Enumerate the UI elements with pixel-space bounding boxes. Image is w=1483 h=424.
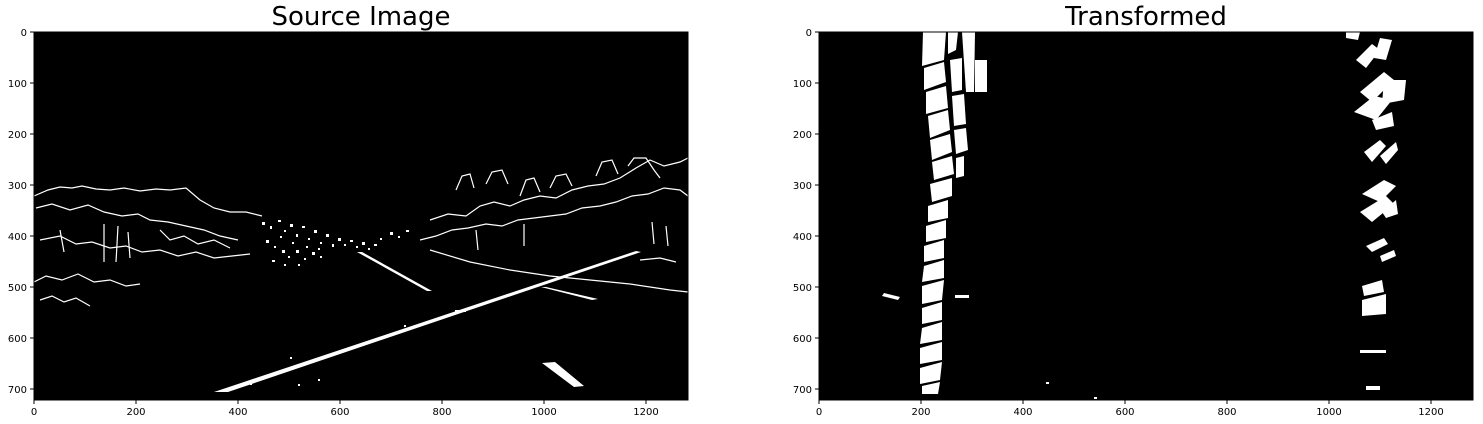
x-tick-label: 1000: [531, 407, 556, 418]
y-tick-label: 0: [21, 28, 27, 39]
x-tick-label: 800: [432, 407, 451, 418]
right-edge-line: [541, 287, 598, 300]
x-tick-label: 1000: [1316, 407, 1341, 418]
road-specks: [250, 311, 466, 386]
transformed-specks: [882, 293, 1097, 399]
transformed-y-ticks: [815, 31, 819, 390]
right-lane-dash-1: [357, 252, 432, 291]
source-axes-frame: [33, 31, 689, 401]
y-tick-label: 700: [8, 385, 27, 396]
x-tick-label: 800: [1217, 407, 1236, 418]
transformed-title: Transformed: [1065, 2, 1227, 32]
x-tick-label: 0: [816, 407, 822, 418]
x-tick-label: 0: [31, 407, 37, 418]
left-lane-line: [214, 251, 641, 392]
x-tick-label: 400: [228, 407, 247, 418]
x-tick-label: 1200: [1418, 407, 1443, 418]
y-tick-label: 100: [793, 79, 812, 90]
horizon-edges: [33, 157, 689, 307]
y-tick-label: 600: [8, 334, 27, 345]
y-tick-label: 0: [806, 28, 812, 39]
y-tick-label: 600: [793, 334, 812, 345]
y-tick-label: 500: [8, 283, 27, 294]
x-tick-label: 400: [1013, 407, 1032, 418]
x-tick-label: 600: [330, 407, 349, 418]
y-tick-label: 400: [793, 232, 812, 243]
x-tick-label: 200: [126, 407, 145, 418]
y-tick-label: 400: [8, 232, 27, 243]
transformed-panel: 0 200 400 600 800 1000 1200 0 100 200 30…: [793, 28, 1474, 418]
vanishing-point-clutter: [262, 220, 409, 266]
source-image-panel: 0 200 400 600 800 1000 1200 0 100 200 30…: [8, 28, 689, 418]
source-image-title: Source Image: [271, 2, 451, 32]
right-lane-warped: [1346, 32, 1406, 390]
y-tick-label: 700: [793, 385, 812, 396]
y-tick-label: 200: [793, 130, 812, 141]
x-tick-label: 600: [1115, 407, 1134, 418]
y-tick-label: 300: [793, 181, 812, 192]
x-tick-label: 1200: [633, 407, 658, 418]
transformed-axes-frame: [818, 31, 1474, 401]
left-lane-warped: [920, 32, 987, 394]
source-y-ticks: [30, 31, 34, 390]
y-tick-label: 200: [8, 130, 27, 141]
x-tick-label: 200: [911, 407, 930, 418]
y-tick-label: 500: [793, 283, 812, 294]
right-lane-dash-2: [542, 362, 584, 387]
y-tick-label: 100: [8, 79, 27, 90]
source-x-ticks: [33, 400, 647, 404]
transformed-x-ticks: [818, 400, 1432, 404]
y-tick-label: 300: [8, 181, 27, 192]
